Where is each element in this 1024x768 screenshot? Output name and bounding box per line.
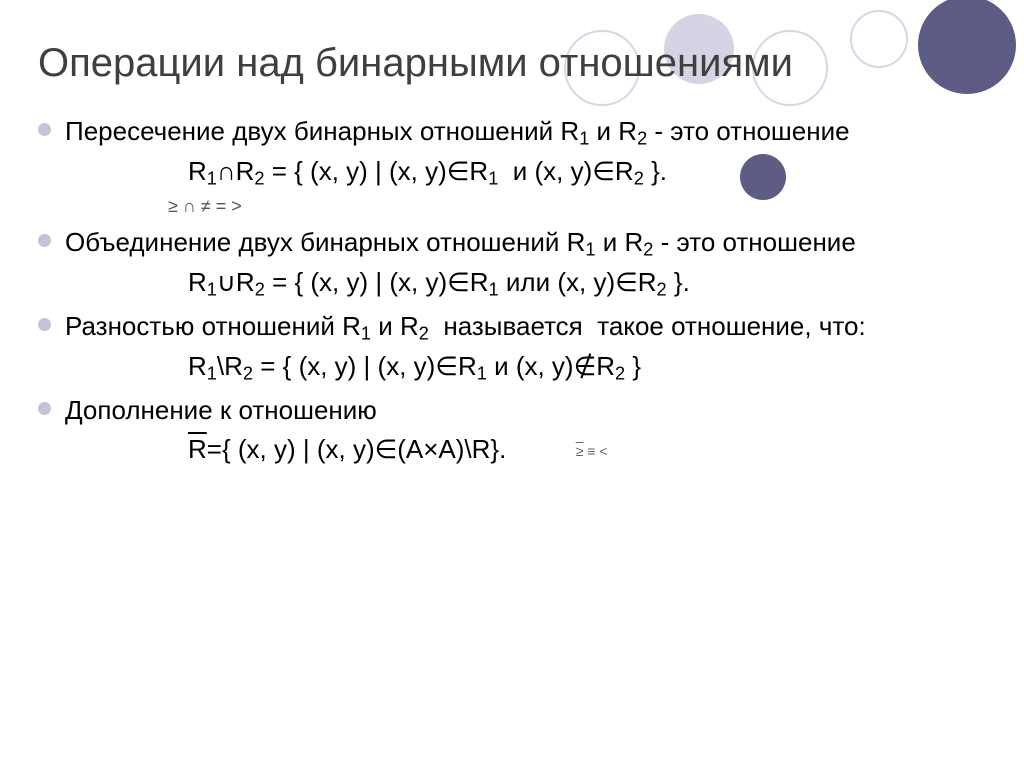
item-formula: R1∩R2 = { (x, y) | (x, y)∈R1 и (x, y)∈R2… [38, 153, 986, 192]
item-text: Разностью отношений R1 и R2 называется т… [65, 309, 866, 346]
bullet-dot [38, 402, 51, 415]
slide-title: Операции над бинарными отношениями [38, 38, 986, 88]
item-text: Дополнение к отношению [65, 393, 377, 428]
item-subline: ≥ ∩ ≠ = > [38, 196, 986, 217]
list-item: Объединение двух бинарных отношений R1 и… [38, 225, 986, 303]
bullet-dot [38, 234, 51, 247]
bullet-list: Пересечение двух бинарных отношений R1 и… [38, 114, 986, 467]
item-text: Пересечение двух бинарных отношений R1 и… [65, 114, 850, 151]
item-formula: R1∪R2 = { (x, y) | (x, y)∈R1 или (x, y)∈… [38, 264, 986, 303]
item-formula: R1\R2 = { (x, y) | (x, y)∈R1 и (x, y)∉R2… [38, 348, 986, 387]
list-item: Разностью отношений R1 и R2 называется т… [38, 309, 986, 387]
slide-content: Операции над бинарными отношениями Перес… [0, 0, 1024, 467]
item-formula: R={ (x, y) | (x, y)∈(A×A)\R}. ≥ ≡ < [38, 431, 986, 467]
bullet-dot [38, 318, 51, 331]
list-item: Пересечение двух бинарных отношений R1 и… [38, 114, 986, 217]
item-text: Объединение двух бинарных отношений R1 и… [65, 225, 856, 262]
bullet-dot [38, 123, 51, 136]
list-item: Дополнение к отношениюR={ (x, y) | (x, y… [38, 393, 986, 466]
